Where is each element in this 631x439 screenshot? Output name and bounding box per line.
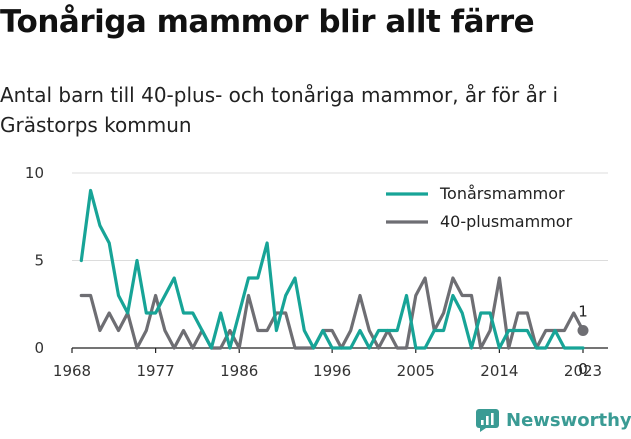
x-tick-label: 1968 xyxy=(53,362,91,380)
chart-subtitle: Antal barn till 40-plus- och tonåriga ma… xyxy=(0,83,559,137)
x-tick-label: 1996 xyxy=(313,362,351,380)
x-tick-label: 2023 xyxy=(564,362,602,380)
x-tick-label: 2014 xyxy=(480,362,518,380)
brand-name: Newsworthy xyxy=(506,410,631,431)
newsworthy-logo-icon xyxy=(476,409,499,432)
legend-label: Tonårsmammor xyxy=(439,184,565,203)
end-label-tonarsmammor: 0 xyxy=(578,360,588,378)
y-tick-label: 0 xyxy=(34,339,44,357)
y-tick-label: 5 xyxy=(34,252,44,270)
x-tick-label: 1986 xyxy=(220,362,258,380)
end-label-40-plusmammor: 1 xyxy=(578,303,588,321)
y-tick-label: 10 xyxy=(25,164,44,182)
x-tick-label: 2005 xyxy=(397,362,435,380)
series-line-40-plusmammor xyxy=(79,276,585,350)
newsworthy-brand: Newsworthy xyxy=(476,409,631,432)
x-tick-label: 1977 xyxy=(137,362,175,380)
chart-title: Tonåriga mammor blir allt färre xyxy=(0,4,535,40)
legend-label: 40-plusmammor xyxy=(440,212,573,231)
series-line-tonarsmammor xyxy=(79,188,585,350)
endpoint-dot-40-plusmammor xyxy=(577,325,589,336)
